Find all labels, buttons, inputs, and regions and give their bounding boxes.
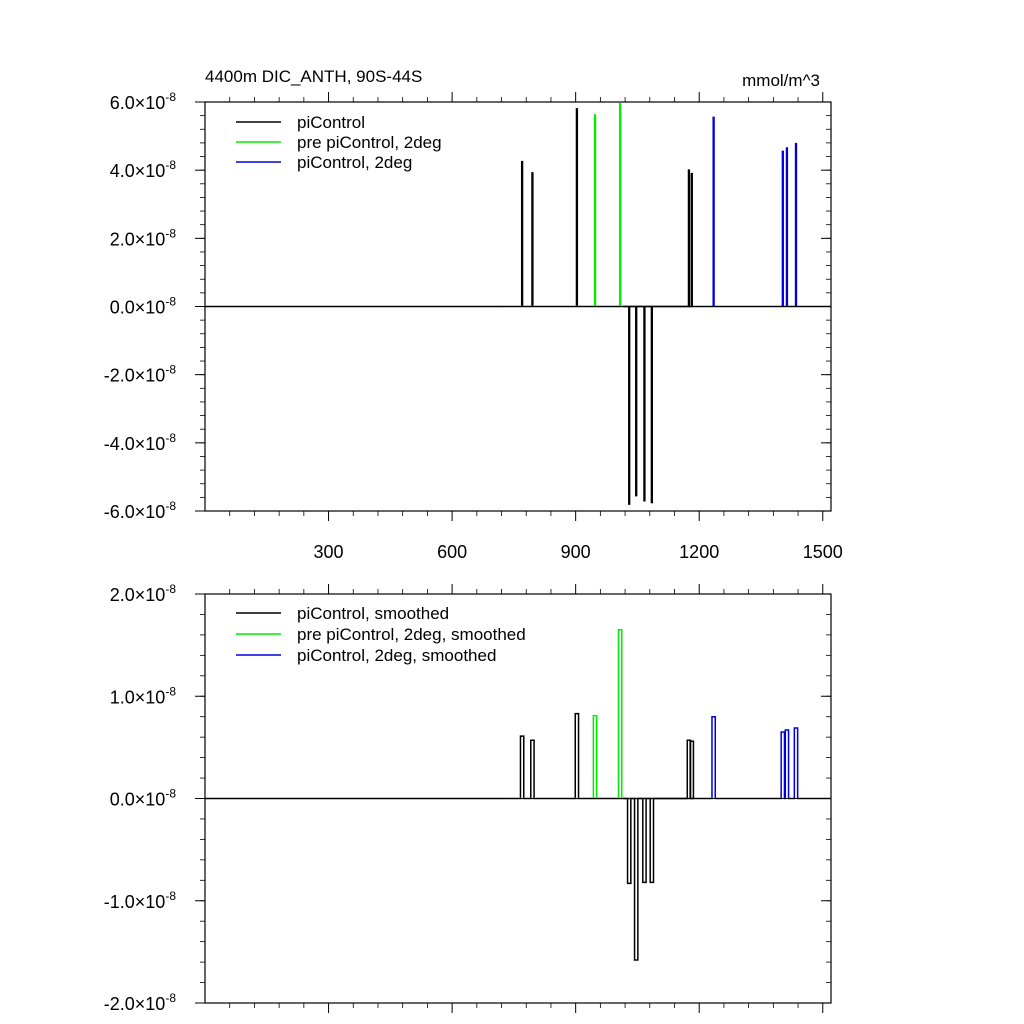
series-line-bottom-1 [205, 712, 695, 961]
y-tick-label: 2.0×10-8 [110, 226, 177, 249]
legend-label: piControl, 2deg [297, 153, 412, 172]
x-tick-label: 1200 [679, 542, 719, 562]
x-tick-label: 300 [314, 542, 344, 562]
y-tick-label: 6.0×10-8 [110, 90, 177, 113]
x-tick-label: 1500 [803, 542, 843, 562]
y-tick-label: -6.0×10-8 [104, 499, 177, 522]
y-tick-label: 1.0×10-8 [110, 684, 177, 707]
y-tick-label: -1.0×10-8 [104, 889, 177, 912]
top-panel: 300 600 900 1200 1500 6.0×10-8 4.0×10-8 2.0×10-… [104, 90, 843, 562]
chart-title: 4400m DIC_ANTH, 90S-44S [205, 67, 422, 86]
legend-label: piControl, smoothed [297, 604, 449, 623]
bottom-panel: 2.0×10-8 1.0×10-8 0.0×10-8 -1.0×10-8 -2.0×10… [104, 582, 832, 1014]
units-label: mmol/m^3 [742, 71, 820, 90]
legend-label: pre piControl, 2deg, smoothed [297, 625, 526, 644]
legend-label: pre piControl, 2deg [297, 133, 442, 152]
y-tick-label: 2.0×10-8 [110, 582, 177, 605]
legend-label: piControl [297, 113, 365, 132]
x-tick-label: 900 [561, 542, 591, 562]
y-tick-label: 4.0×10-8 [110, 158, 177, 181]
y-tick-label: 0.0×10-8 [110, 295, 177, 318]
y-tick-label: -4.0×10-8 [104, 431, 177, 454]
y-tick-label: -2.0×10-8 [104, 363, 177, 386]
y-tick-label: -2.0×10-8 [104, 991, 177, 1014]
legend-label: piControl, 2deg, smoothed [297, 646, 496, 665]
series-line-top-1 [205, 108, 693, 505]
x-tick-label: 600 [437, 542, 467, 562]
y-tick-label: 0.0×10-8 [110, 787, 177, 810]
legend: piControl, smoothed pre piControl, 2deg, … [236, 604, 526, 665]
